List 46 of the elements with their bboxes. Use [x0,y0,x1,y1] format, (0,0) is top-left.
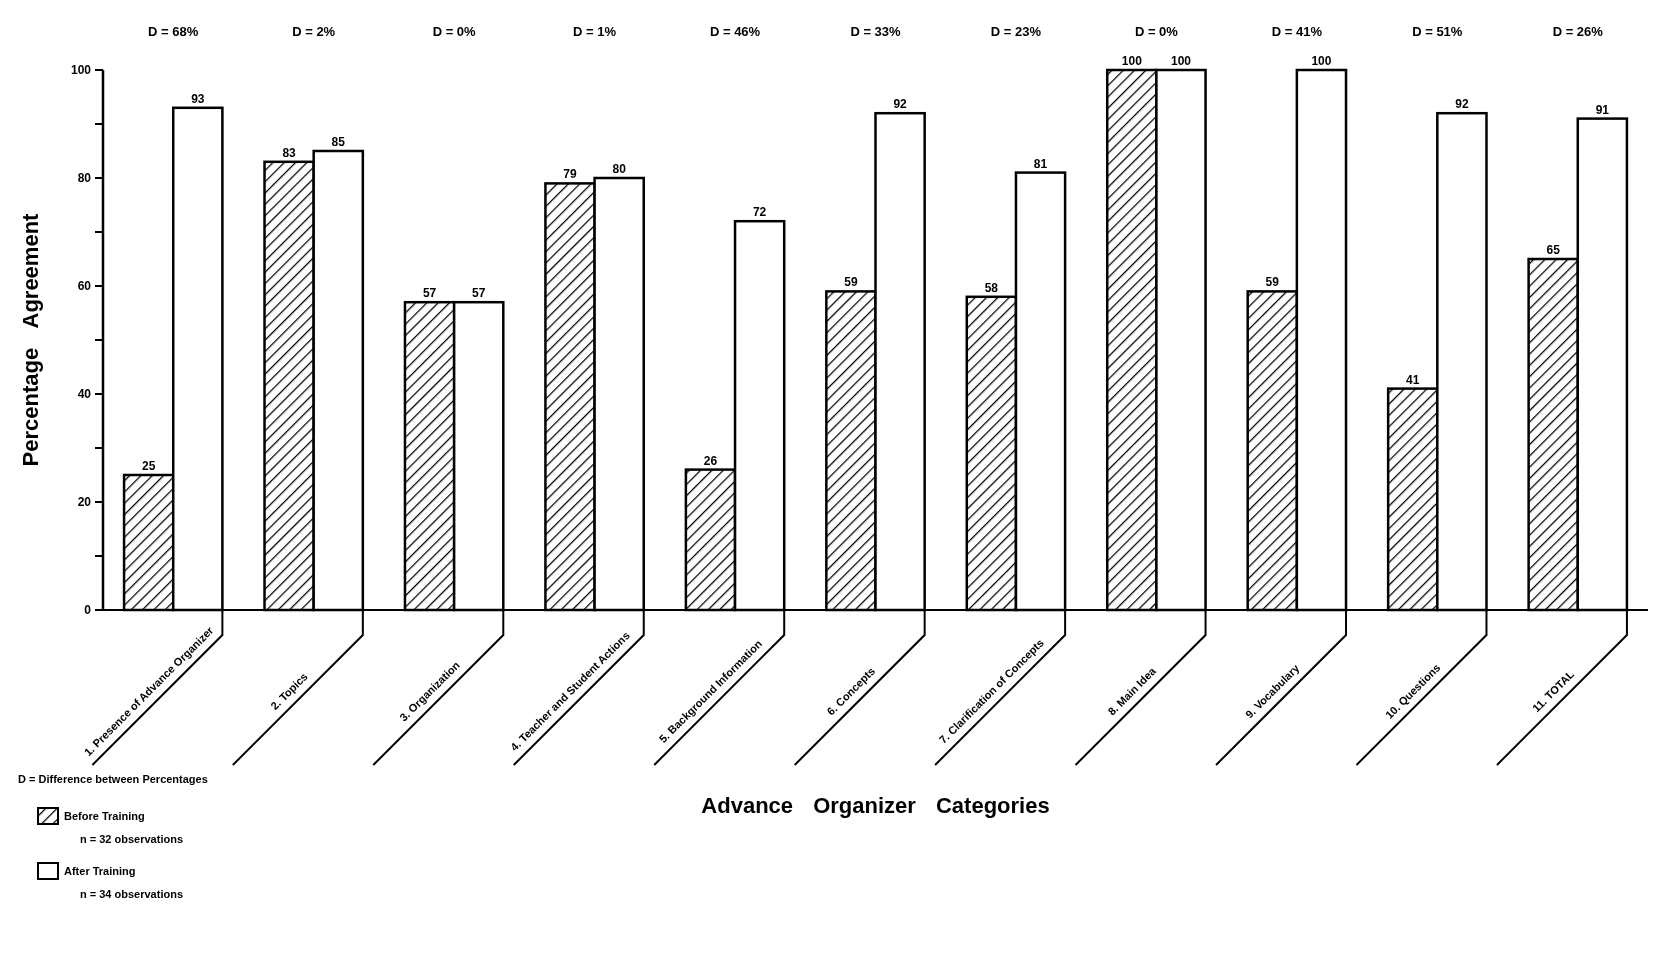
text: n = 34 observations [80,888,184,900]
data-label: 41 [1406,372,1420,387]
text: D = 0% [1134,24,1179,39]
data-label: 100 [1170,54,1192,68]
text: D = 1% [573,24,617,39]
legend-label: After Training [64,864,136,877]
y-tick-label: 60 [77,279,92,294]
data-label: 57 [472,286,486,301]
legend-label: Before Training [64,809,145,822]
data-label: 72 [752,205,767,220]
data-label: 58 [984,280,999,295]
data-label: 57 [422,286,437,301]
text: D = 2% [292,24,336,39]
data-label: 93 [191,91,205,106]
data-label: 100 [1121,54,1143,68]
y-axis-title: Percentage Agreement [18,212,43,467]
y-tick-label: 100 [70,63,92,78]
data-label: 83 [282,145,297,160]
y-tick-label: 40 [77,387,92,402]
data-label: 26 [703,453,718,468]
text: D = 26% [1552,24,1604,39]
data-label: 81 [1033,156,1048,171]
data-label: 59 [844,275,858,290]
data-label: 92 [1455,97,1469,112]
text: D = 0% [432,24,477,39]
text: D = 51% [1412,24,1463,39]
data-label: 79 [563,167,578,182]
data-label: 25 [141,459,156,473]
text: D = 33% [850,24,902,39]
data-label: 80 [612,162,627,176]
text: D = 41% [1271,24,1323,39]
x-axis-title: Advance Organizer Categories [701,793,1050,818]
text: D = Difference between Percentages [18,773,208,785]
data-label: 65 [1546,243,1561,257]
text: D = 68% [148,24,199,39]
data-label: 92 [893,97,908,112]
y-tick-label: 0 [84,603,92,618]
text: n = 32 observations [80,833,184,845]
data-label: 100 [1311,54,1332,68]
y-tick-label: 20 [77,495,92,510]
text: D = 23% [990,24,1042,39]
data-label: 59 [1265,275,1280,290]
text: D = 46% [709,24,761,39]
data-label: 85 [331,135,346,149]
y-tick-label: 80 [77,171,92,186]
data-label: 91 [1595,102,1610,117]
